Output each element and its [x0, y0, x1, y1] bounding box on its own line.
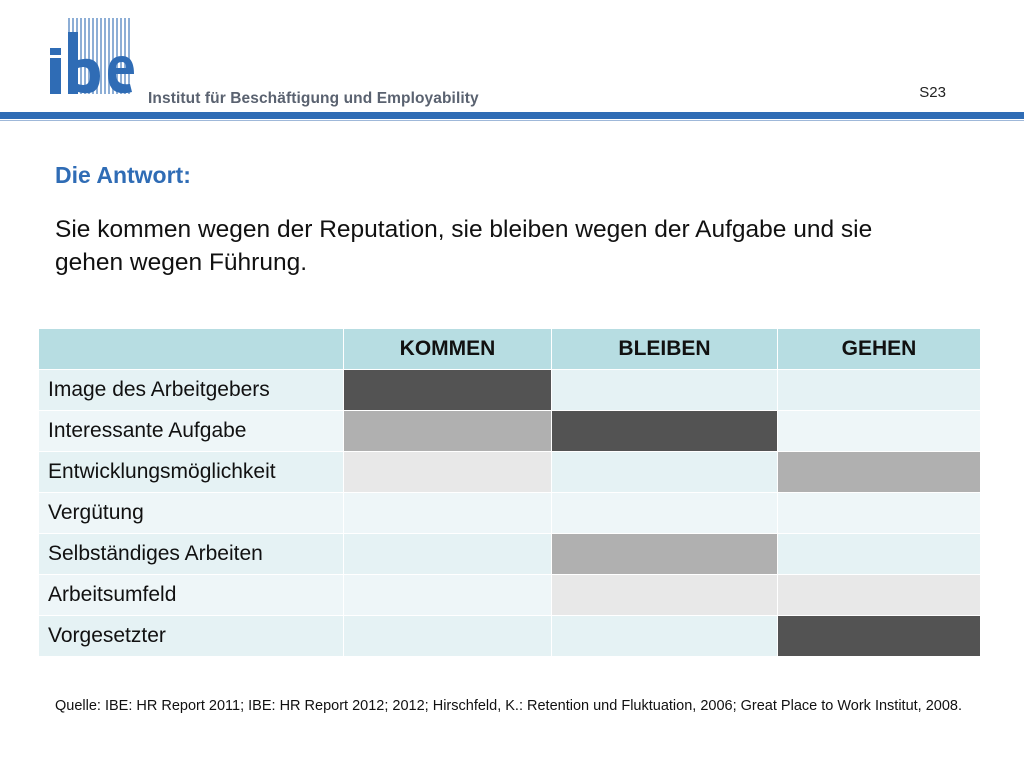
cell-kommen [343, 410, 552, 452]
source-note: Quelle: IBE: HR Report 2011; IBE: HR Rep… [55, 698, 963, 714]
row-label: Vergütung [38, 492, 344, 534]
cell-gehen [777, 451, 981, 493]
cell-gehen [777, 615, 981, 657]
cell-bleiben [551, 369, 778, 411]
table-row: Interessante Aufgabe [38, 410, 981, 452]
institute-name: Institut für Beschäftigung und Employabi… [148, 90, 479, 107]
table-row: Arbeitsumfeld [38, 574, 981, 616]
table-header-row: KOMMEN BLEIBEN GEHEN [38, 328, 981, 370]
cell-kommen [343, 492, 552, 534]
column-header-empty [38, 328, 344, 370]
cell-gehen [777, 492, 981, 534]
header-rule [0, 112, 1024, 119]
slide-number: S23 [919, 84, 946, 101]
column-header-kommen: KOMMEN [343, 328, 552, 370]
cell-kommen [343, 451, 552, 493]
cell-kommen [343, 574, 552, 616]
cell-gehen [777, 369, 981, 411]
cell-gehen [777, 533, 981, 575]
table-row: Entwicklungsmöglichkeit [38, 451, 981, 493]
cell-bleiben [551, 492, 778, 534]
row-label: Image des Arbeitgebers [38, 369, 344, 411]
ibe-logo-mark [50, 18, 134, 94]
retention-matrix: KOMMEN BLEIBEN GEHEN Image des Arbeitgeb… [38, 328, 981, 657]
column-header-bleiben: BLEIBEN [551, 328, 778, 370]
column-header-gehen: GEHEN [777, 328, 981, 370]
table-row: Selbständiges Arbeiten [38, 533, 981, 575]
row-label: Interessante Aufgabe [38, 410, 344, 452]
cell-kommen [343, 533, 552, 575]
header-rule-thin [0, 120, 1024, 121]
cell-bleiben [551, 615, 778, 657]
table-row: Vergütung [38, 492, 981, 534]
table-row: Image des Arbeitgebers [38, 369, 981, 411]
cell-bleiben [551, 533, 778, 575]
row-label: Entwicklungsmöglichkeit [38, 451, 344, 493]
ibe-logo: Institut für Beschäftigung und Employabi… [48, 18, 479, 107]
table-row: Vorgesetzter [38, 615, 981, 657]
cell-bleiben [551, 574, 778, 616]
row-label: Selbständiges Arbeiten [38, 533, 344, 575]
cell-gehen [777, 574, 981, 616]
cell-bleiben [551, 451, 778, 493]
cell-gehen [777, 410, 981, 452]
answer-heading: Die Antwort: [55, 162, 191, 188]
row-label: Vorgesetzter [38, 615, 344, 657]
cell-kommen [343, 369, 552, 411]
cell-bleiben [551, 410, 778, 452]
answer-statement: Sie kommen wegen der Reputation, sie ble… [55, 216, 873, 276]
cell-kommen [343, 615, 552, 657]
row-label: Arbeitsumfeld [38, 574, 344, 616]
